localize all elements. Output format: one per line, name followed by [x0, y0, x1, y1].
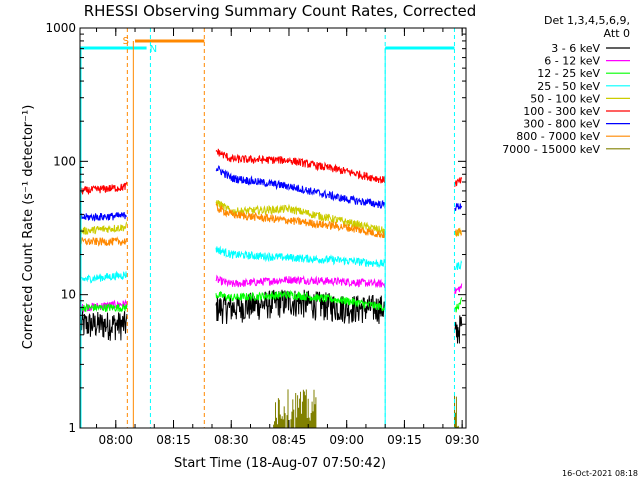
legend-label: 7000 - 15000 keV [502, 143, 600, 156]
series-line [80, 148, 463, 195]
legend-header: Det 1,3,4,5,6,9, [544, 14, 630, 27]
y-tick-label: 1000 [45, 21, 76, 35]
y-tick-label: 10 [61, 288, 76, 302]
night-label: N [150, 44, 157, 55]
y-tick-label: 100 [53, 154, 76, 168]
plot-area: SN [80, 28, 463, 428]
legend-label: 6 - 12 keV [544, 55, 600, 68]
x-tick-label: 09:30 [445, 433, 480, 447]
y-axis-label: Corrected Count Rate (s⁻¹ detector⁻¹) [21, 105, 36, 350]
legend-label: 3 - 6 keV [551, 42, 600, 55]
series-line [80, 165, 463, 222]
x-tick-label: 08:30 [214, 433, 249, 447]
plot-frame [79, 27, 467, 429]
axes: 1 10 100 1000 08:00 08:15 08:30 08:45 09:00 09:15… [45, 21, 479, 447]
x-axis-label: Start Time (18-Aug-07 07:50:42) [174, 456, 386, 471]
chart-title: RHESSI Observing Summary Count Rates, Co… [84, 2, 477, 20]
legend-header: Att 0 [604, 27, 630, 40]
x-tick-label: 08:15 [156, 433, 191, 447]
legend-label: 12 - 25 keV [537, 67, 600, 80]
legend-label: 300 - 800 keV [523, 118, 600, 131]
series-line [80, 289, 463, 313]
x-tick-label: 09:00 [329, 433, 364, 447]
y-tick-label: 1 [68, 421, 76, 435]
legend-label: 50 - 100 keV [530, 92, 600, 105]
series-line [273, 389, 459, 428]
legend-label: 800 - 7000 keV [516, 130, 600, 143]
generation-timestamp: 16-Oct-2021 08:18 [562, 469, 638, 478]
x-tick-label: 08:00 [98, 433, 133, 447]
x-tick-label: 09:15 [387, 433, 422, 447]
saa-label: S [123, 36, 129, 47]
x-tick-label: 08:45 [272, 433, 307, 447]
legend-label: 100 - 300 keV [523, 105, 600, 118]
series-line [80, 203, 463, 247]
series-line [80, 245, 463, 284]
legend-label: 25 - 50 keV [537, 80, 600, 93]
